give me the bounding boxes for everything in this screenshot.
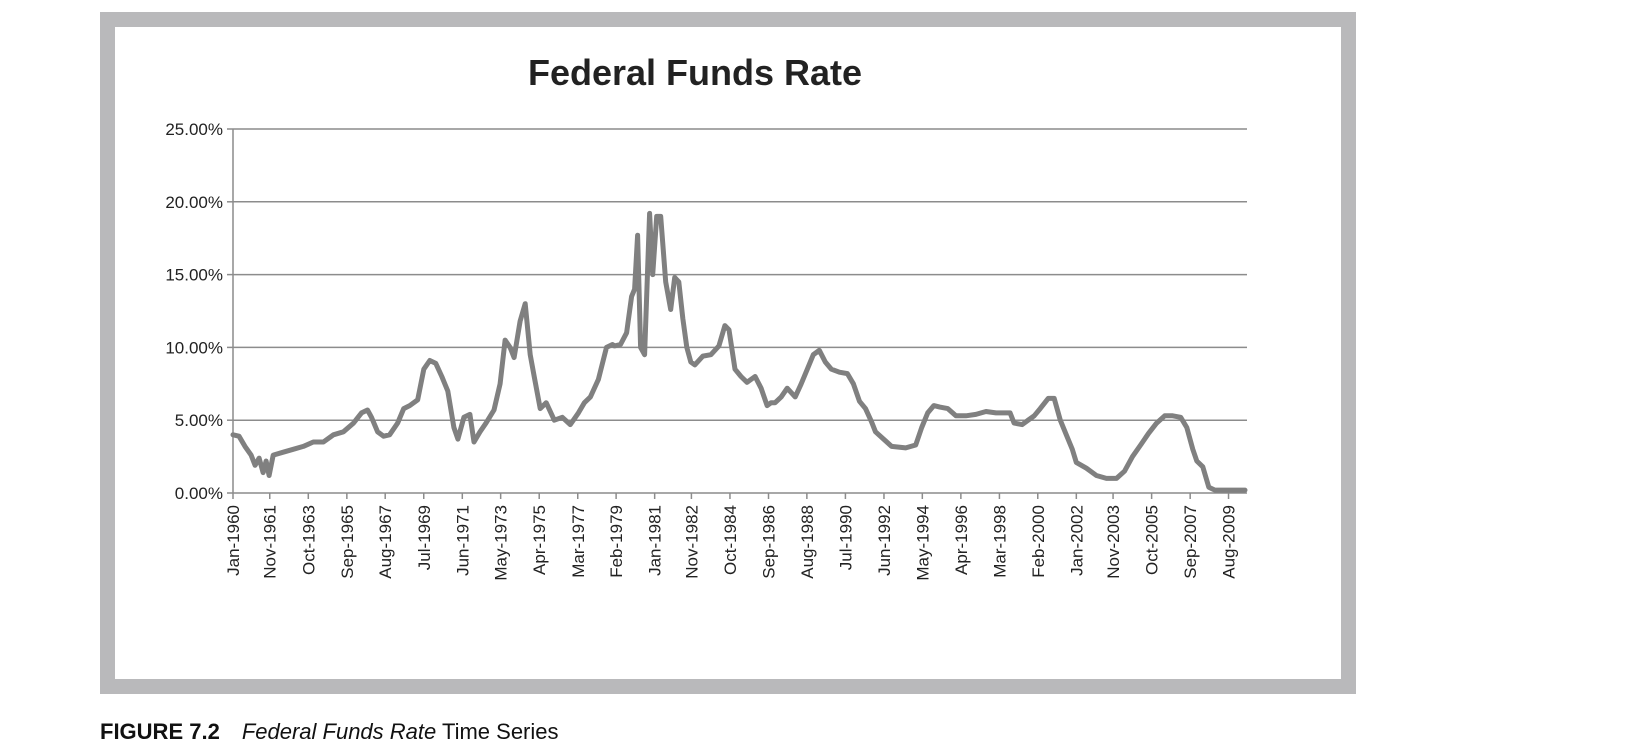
- figure-caption: FIGURE 7.2 Federal Funds Rate Time Series: [100, 719, 559, 745]
- x-tick-label: Oct-1963: [299, 505, 318, 575]
- y-tick-label: 0.00%: [175, 484, 223, 503]
- x-tick-label: Jan-1960: [224, 505, 243, 576]
- series-layer: [230, 210, 1248, 493]
- y-tick-label: 5.00%: [175, 411, 223, 430]
- x-tick-label: Feb-1979: [607, 505, 626, 578]
- chart-plot-card: Federal Funds Rate 0.00% 5.00% 10.00% 15.00…: [115, 27, 1341, 679]
- x-tick-label: Aug-2009: [1220, 505, 1239, 579]
- y-tick-label: 25.00%: [165, 120, 223, 139]
- x-tick-label: Jul-1969: [415, 505, 434, 570]
- x-tick-label: Apr-1996: [952, 505, 971, 575]
- x-tick-label: Oct-2005: [1143, 505, 1162, 575]
- figure-title-rest: Time Series: [436, 719, 559, 744]
- x-tick-label: Oct-1984: [721, 505, 740, 575]
- x-tick-label: Sep-1965: [338, 505, 357, 579]
- x-tick-label: Jul-1990: [836, 505, 855, 570]
- x-tick-label: Nov-2003: [1104, 505, 1123, 579]
- x-tick-label: Sep-2007: [1181, 505, 1200, 579]
- x-tick-label: Mar-1998: [990, 505, 1009, 578]
- line-chart: Federal Funds Rate 0.00% 5.00% 10.00% 15.00…: [165, 52, 1248, 581]
- figure-title-italic: Federal Funds Rate: [241, 719, 437, 744]
- x-tick-label: Jun-1971: [453, 505, 472, 576]
- x-tick-label: Jan-1981: [646, 505, 665, 576]
- x-tick-label: Feb-2000: [1029, 505, 1048, 578]
- x-tick-labels: Jan-1960 Nov-1961 Oct-1963 Sep-1965 Aug-1967…: [224, 505, 1239, 581]
- figure-label: FIGURE 7.2: [100, 719, 220, 744]
- x-tick-label: Jun-1992: [875, 505, 894, 576]
- x-tick-label: Aug-1988: [798, 505, 817, 579]
- y-tick-labels: 0.00% 5.00% 10.00% 15.00% 20.00% 25.00%: [165, 120, 223, 503]
- x-tick-label: Jan-2002: [1067, 505, 1086, 576]
- x-tick-label: May-1973: [492, 505, 511, 581]
- series-line-federal-funds-rate: [230, 210, 1248, 493]
- x-tick-label: May-1994: [913, 505, 932, 581]
- x-tick-label: Aug-1967: [376, 505, 395, 579]
- x-tick-label: Apr-1975: [530, 505, 549, 575]
- y-tick-label: 15.00%: [165, 266, 223, 285]
- x-tick-label: Mar-1977: [569, 505, 588, 578]
- x-tick-label: Sep-1986: [760, 505, 779, 579]
- y-tick-label: 20.00%: [165, 193, 223, 212]
- x-tick-label: Nov-1961: [261, 505, 280, 579]
- chart-frame: Federal Funds Rate 0.00% 5.00% 10.00% 15.00…: [100, 12, 1356, 694]
- chart-title: Federal Funds Rate: [528, 52, 862, 93]
- gridlines: [233, 128, 1247, 421]
- x-tick-label: Nov-1982: [682, 505, 701, 579]
- y-tick-label: 10.00%: [165, 338, 223, 357]
- axes: [227, 128, 1247, 499]
